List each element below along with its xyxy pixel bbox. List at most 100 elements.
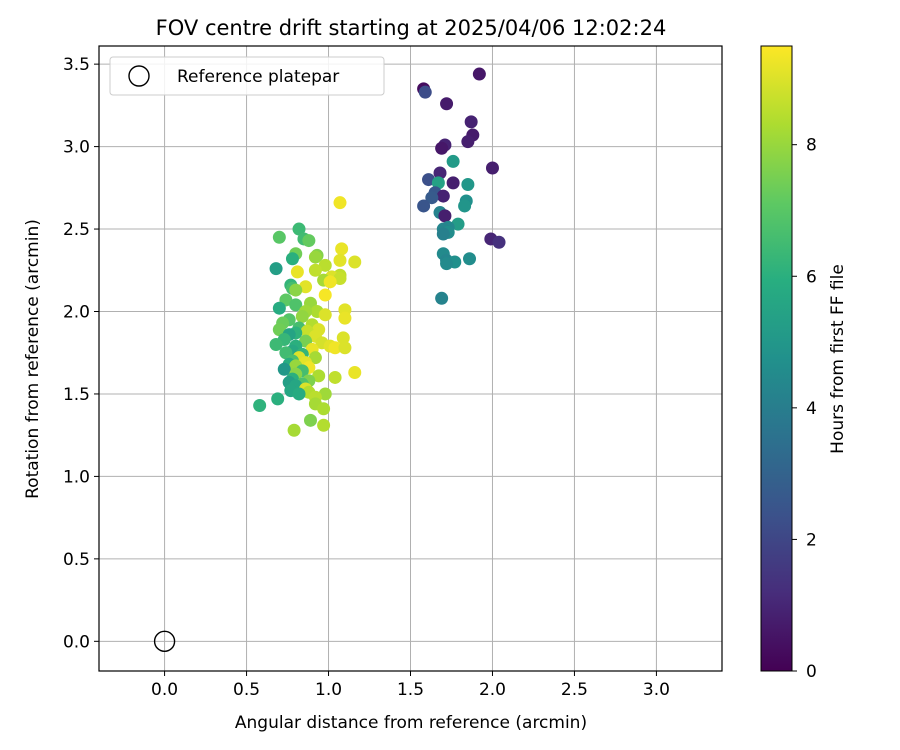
data-point [271,392,285,406]
data-point [289,283,303,297]
data-point [318,308,332,322]
data-point [436,227,450,241]
data-point [269,262,283,276]
data-point [348,366,362,380]
data-point [318,258,332,272]
data-point [348,255,362,269]
x-tick-label: 1.0 [315,680,342,700]
data-point [417,199,431,213]
data-point [299,280,313,294]
data-point [435,291,449,305]
y-tick-label: 2.5 [63,220,90,240]
data-point [289,298,303,312]
data-point [335,242,349,256]
colorbar-tick-label: 0 [806,662,817,682]
colorbar-label: Hours from first FF file [828,264,848,454]
data-point [295,309,309,323]
data-point [435,141,449,155]
data-point [285,252,299,266]
data-point [317,418,331,432]
colorbar-tick-label: 8 [806,136,817,156]
data-point [328,370,342,384]
x-tick-label: 3.0 [643,680,670,700]
gridlines [99,46,722,671]
data-point [492,235,506,249]
x-tick-label: 2.0 [479,680,506,700]
y-tick-label: 1.0 [63,467,90,487]
data-point [461,135,475,149]
colorbar-tick-label: 4 [806,399,817,419]
data-point [436,189,450,203]
data-point [290,265,304,279]
data-point [269,337,283,351]
x-tick-label: 2.5 [561,680,588,700]
colorbar [760,45,793,672]
data-point [317,402,331,416]
y-axis-label: Rotation from reference (arcmin) [23,219,43,499]
data-point [431,176,445,190]
x-tick-label: 1.5 [397,680,424,700]
data-point [287,423,301,437]
data-point [425,191,439,205]
data-point [338,311,352,325]
data-point [440,97,454,111]
data-point [328,341,342,355]
data-point [272,323,286,337]
legend: Reference platepar [109,56,385,96]
legend-marker [128,65,150,87]
legend-box [109,56,385,96]
data-point [485,161,499,175]
data-point [308,351,322,365]
data-point [272,301,286,315]
data-point [446,176,460,190]
colorbar-ticks: 0 2 4 6 8 [792,136,817,682]
reference-point [153,630,176,653]
data-point [464,115,478,129]
data-point [292,222,306,236]
y-tick-label: 0.0 [63,632,90,652]
data-point [472,67,486,81]
x-axis-ticks: 0.0 0.5 1.0 1.5 2.0 2.5 3.0 [151,671,670,700]
y-tick-label: 0.5 [63,550,90,570]
data-point [272,230,286,244]
colorbar-tick-label: 2 [806,530,817,550]
data-point [308,250,322,264]
chart-title: FOV centre drift starting at 2025/04/06 … [156,16,667,40]
data-point [323,275,337,289]
data-point [433,166,447,180]
data-point [292,387,306,401]
y-tick-label: 1.5 [63,385,90,405]
data-point [308,263,322,277]
y-tick-label: 3.0 [63,138,90,158]
data-point [318,387,332,401]
data-point [458,199,472,213]
y-tick-label: 2.0 [63,303,90,323]
data-point [422,173,436,187]
data-point [451,217,465,231]
data-point [312,369,326,383]
data-point [277,362,291,376]
x-tick-label: 0.5 [233,680,260,700]
x-tick-label: 0.0 [151,680,178,700]
data-point [318,288,332,302]
data-point [333,253,347,267]
data-point [303,413,317,427]
reference-marker [153,630,176,653]
colorbar-tick-label: 6 [806,267,817,287]
data-points [253,67,506,437]
data-point [253,398,267,412]
data-point [418,85,432,99]
data-point [461,178,475,192]
x-axis-label: Angular distance from reference (arcmin) [235,713,587,733]
data-point [302,234,316,248]
y-tick-label: 3.5 [63,55,90,75]
data-point [333,196,347,210]
data-point [463,252,477,266]
legend-entry-reference: Reference platepar [177,67,339,87]
data-point [336,331,350,345]
data-point [440,257,454,271]
y-axis-ticks: 0.0 0.5 1.0 1.5 2.0 2.5 3.0 3.5 [63,55,99,652]
data-point [446,154,460,168]
data-point [338,341,352,355]
